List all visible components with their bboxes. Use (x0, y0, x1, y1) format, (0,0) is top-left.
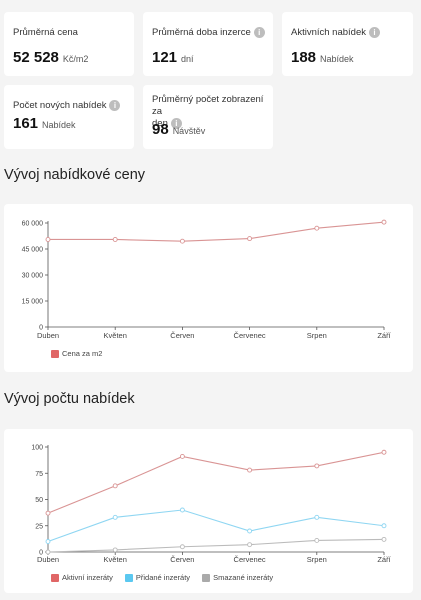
legend-item[interactable]: Smazané inzeráty (202, 573, 273, 582)
stat-card-listing-duration: Průměrná doba inzerce i 121 dní (143, 12, 273, 76)
data-point (247, 467, 253, 473)
data-point (112, 514, 118, 520)
count-chart-card: 0 25 50 75 100 Duben Květen Červen Červenec Srpen… (4, 429, 413, 593)
x-tick-label: Duben (37, 331, 59, 340)
data-point (314, 514, 320, 520)
data-point (381, 536, 387, 542)
data-point (381, 523, 387, 529)
y-tick-label: 45 000 (22, 247, 44, 254)
x-tick-label: Květen (104, 555, 127, 564)
legend-label: Smazané inzeráty (213, 573, 274, 582)
series-line (47, 509, 385, 543)
legend-swatch (202, 573, 211, 582)
y-tick-label: 15 000 (22, 299, 44, 306)
price-chart-card: 0 15 000 30 000 45 000 60 000 Duben Květen Červ… (4, 204, 413, 372)
legend-label: Cena za m2 (62, 349, 103, 358)
x-tick-label: Květen (104, 331, 127, 340)
stat-unit: Nabídek (320, 54, 354, 64)
stat-card-daily-views: Průměrný počet zobrazení za den i 98 Návš… (143, 85, 273, 149)
x-tick-label: Srpen (307, 555, 327, 564)
data-point (179, 544, 185, 550)
stat-value: 188 (291, 49, 317, 66)
data-point (314, 225, 320, 231)
stat-unit: Návštěv (172, 126, 206, 136)
data-point (247, 528, 253, 534)
y-tick-label: 0 (39, 550, 43, 557)
data-point (112, 483, 118, 489)
x-tick-label: Červenec (234, 331, 266, 340)
count-chart-legend: Aktivní inzeráty Přidané inzeráty Smazané … (51, 573, 273, 582)
legend-item[interactable]: Přidané inzeráty (124, 573, 191, 582)
info-icon[interactable]: i (109, 100, 121, 111)
stat-value: 52 528 (13, 49, 59, 66)
series-line (47, 538, 385, 553)
data-point (381, 449, 387, 455)
price-section-title: Vývoj nabídkové ceny (4, 167, 146, 183)
data-point (112, 547, 118, 553)
legend-swatch (51, 573, 59, 582)
stat-label-line1: Průměrný počet zobrazení za (152, 94, 264, 117)
data-point (381, 219, 387, 225)
legend-label: Aktivní inzeráty (62, 573, 113, 582)
stat-label: Aktivních nabídek (291, 27, 366, 39)
data-point (247, 542, 253, 548)
legend-label: Přidané inzeráty (135, 573, 191, 582)
series-line (48, 221, 385, 242)
price-chart: 0 15 000 30 000 45 000 60 000 Duben Květen Červ… (22, 219, 392, 340)
legend-item[interactable]: Aktivní inzeráty (51, 573, 113, 582)
stat-label-line2: den (152, 118, 168, 130)
data-point (179, 454, 185, 459)
stat-unit: dní (181, 54, 194, 64)
stat-card-active-listings: Aktivních nabídek i 188 Nabídek (282, 12, 413, 76)
y-tick-label: 75 (35, 471, 43, 478)
data-point (247, 236, 253, 242)
x-tick-label: Červen (170, 555, 194, 564)
info-icon[interactable]: i (253, 27, 265, 38)
x-tick-label: Červenec (234, 555, 266, 564)
stat-value: 121 (152, 49, 178, 66)
y-tick-label: 100 (31, 445, 43, 452)
stat-label: Počet nových nabídek (13, 100, 107, 112)
x-tick-label: Srpen (307, 331, 327, 340)
data-point (112, 237, 118, 242)
stat-card-average-price: Průměrná cena 52 528 Kč/m2 (4, 12, 134, 76)
info-icon[interactable]: i (369, 27, 380, 38)
stat-label: Průměrná doba inzerce (152, 27, 251, 39)
stat-value: 98 (152, 121, 169, 138)
data-point (45, 539, 51, 544)
data-point (179, 238, 185, 244)
x-tick-label: Červen (170, 331, 194, 340)
legend-swatch (51, 349, 59, 358)
stat-unit: Nabídek (42, 120, 76, 130)
stat-unit: Kč/m2 (62, 54, 89, 64)
data-point (45, 510, 51, 516)
x-tick-label: Září (377, 331, 391, 340)
data-point (179, 507, 185, 513)
x-tick-label: Duben (37, 555, 59, 564)
data-point (45, 237, 51, 242)
x-tick-label: Září (377, 555, 391, 564)
legend-item[interactable]: Cena za m2 (51, 349, 102, 358)
data-point (314, 537, 320, 543)
y-tick-label: 0 (39, 325, 43, 332)
y-tick-label: 60 000 (22, 221, 44, 228)
data-point (45, 549, 51, 555)
data-point (314, 463, 320, 469)
count-chart: 0 25 50 75 100 Duben Květen Červen Červenec Srpen… (31, 445, 391, 565)
info-icon[interactable]: i (170, 118, 182, 129)
series-line (47, 451, 385, 514)
legend-swatch (124, 573, 133, 582)
stat-label: Průměrná cena (13, 27, 78, 38)
stat-card-new-listings: Počet nových nabídek i 161 Nabídek (4, 85, 134, 149)
y-tick-label: 50 (35, 497, 43, 504)
count-section-title: Vývoj počtu nabídek (4, 391, 135, 407)
stat-value: 161 (13, 115, 39, 132)
price-chart-legend: Cena za m2 (51, 349, 102, 358)
y-tick-label: 30 000 (22, 273, 44, 280)
y-tick-label: 25 (35, 523, 43, 530)
